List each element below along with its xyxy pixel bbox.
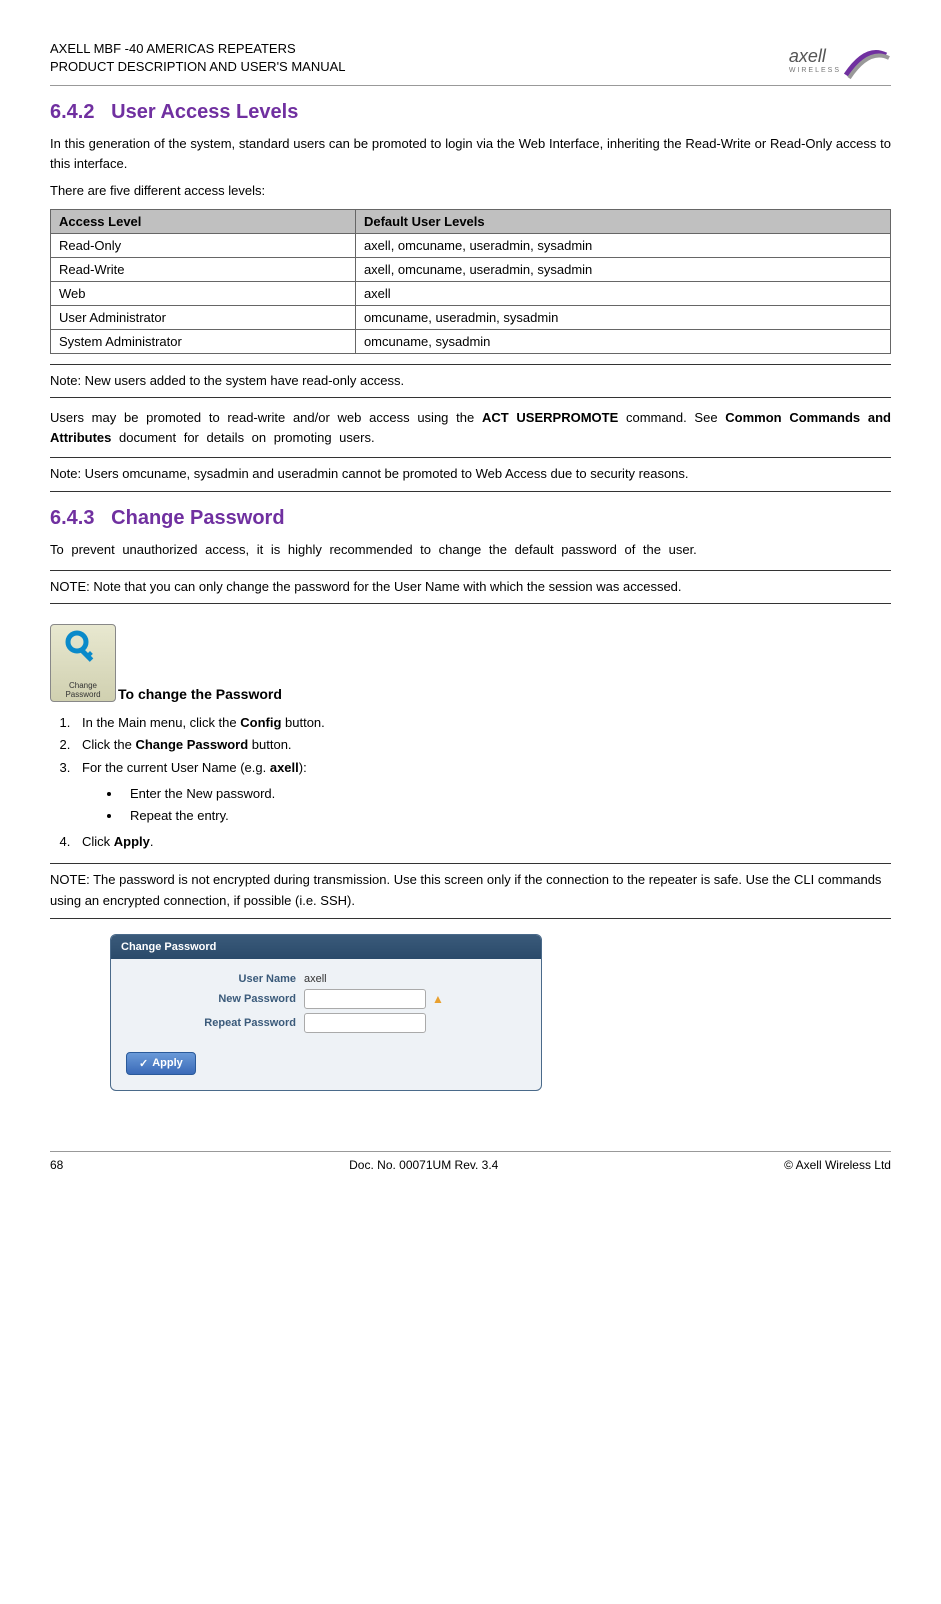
section-heading-642: 6.4.2 User Access Levels [50,101,891,124]
table-row: System Administratoromcuname, sysadmin [51,329,891,353]
header-line2: PRODUCT DESCRIPTION AND USER'S MANUAL [50,58,346,76]
footer-copyright: © Axell Wireless Ltd [784,1158,891,1172]
row-username: User Name axell [126,973,526,985]
key-icon: Change Password [50,624,116,702]
step-3: For the current User Name (e.g. axell): … [74,757,891,827]
step-4: Click Apply. [74,831,891,853]
table-row: Read-Writeaxell, omcuname, useradmin, sy… [51,257,891,281]
screenshot-title: Change Password [111,935,541,959]
change-password-icon-block: Change Password To change the Password [50,624,891,702]
footer-doc: Doc. No. 00071UM Rev. 3.4 [349,1158,498,1172]
section1-intro: In this generation of the system, standa… [50,134,891,173]
bullet-repeat: Repeat the entry. [122,805,891,827]
page-header: AXELL MBF -40 AMERICAS REPEATERS PRODUCT… [50,40,891,86]
logo-subtext: WIRELESS [789,67,841,74]
table-header-col0: Access Level [51,209,356,233]
key-icon-svg [64,629,102,667]
logo-icon [841,40,891,80]
axell-logo: axell WIRELESS [789,40,891,80]
input-newpassword[interactable] [304,989,426,1009]
header-titles: AXELL MBF -40 AMERICAS REPEATERS PRODUCT… [50,40,346,76]
step-1: In the Main menu, click the Config butto… [74,712,891,734]
value-username: axell [304,973,327,985]
note-not-encrypted: NOTE: The password is not encrypted duri… [50,863,891,919]
step-3-sublist: Enter the New password. Repeat the entry… [82,783,891,827]
logo-text: axell [789,46,837,67]
screenshot-body: User Name axell New Password ▲ Repeat Pa… [111,959,541,1090]
table-header-col1: Default User Levels [355,209,890,233]
input-repeatpassword[interactable] [304,1013,426,1033]
warning-icon: ▲ [432,992,444,1006]
access-levels-table: Access Level Default User Levels Read-On… [50,209,891,354]
row-repeatpassword: Repeat Password [126,1013,526,1033]
heading-title: User Access Levels [111,101,298,123]
heading-num: 6.4.3 [50,507,94,529]
change-password-heading: To change the Password [118,686,282,702]
apply-button-label: Apply [152,1057,183,1069]
bullet-new-password: Enter the New password. [122,783,891,805]
apply-button[interactable]: ✓ Apply [126,1052,196,1075]
page-footer: 68 Doc. No. 00071UM Rev. 3.4 © Axell Wir… [50,1151,891,1172]
table-row: Webaxell [51,281,891,305]
heading-num: 6.4.2 [50,101,94,123]
footer-page: 68 [50,1158,63,1172]
check-icon: ✓ [139,1057,148,1070]
label-newpassword: New Password [126,993,304,1005]
section1-levels-intro: There are five different access levels: [50,181,891,201]
note-only-current-user: NOTE: Note that you can only change the … [50,570,891,605]
table-header-row: Access Level Default User Levels [51,209,891,233]
header-line1: AXELL MBF -40 AMERICAS REPEATERS [50,40,346,58]
table-row: Read-Onlyaxell, omcuname, useradmin, sys… [51,233,891,257]
note-new-users: Note: New users added to the system have… [50,364,891,399]
label-repeatpassword: Repeat Password [126,1017,304,1029]
change-password-screenshot: Change Password User Name axell New Pass… [110,934,542,1091]
steps-list: In the Main menu, click the Config butto… [50,712,891,853]
note-cannot-promote: Note: Users omcuname, sysadmin and usera… [50,457,891,492]
label-username: User Name [126,973,304,985]
step-2: Click the Change Password button. [74,734,891,756]
heading-title: Change Password [111,507,284,529]
section-heading-643: 6.4.3 Change Password [50,507,891,530]
key-icon-label: Change Password [65,682,100,700]
section2-intro: To prevent unauthorized access, it is hi… [50,540,891,560]
promote-paragraph: Users may be promoted to read-write and/… [50,408,891,447]
row-newpassword: New Password ▲ [126,989,526,1009]
table-row: User Administratoromcuname, useradmin, s… [51,305,891,329]
